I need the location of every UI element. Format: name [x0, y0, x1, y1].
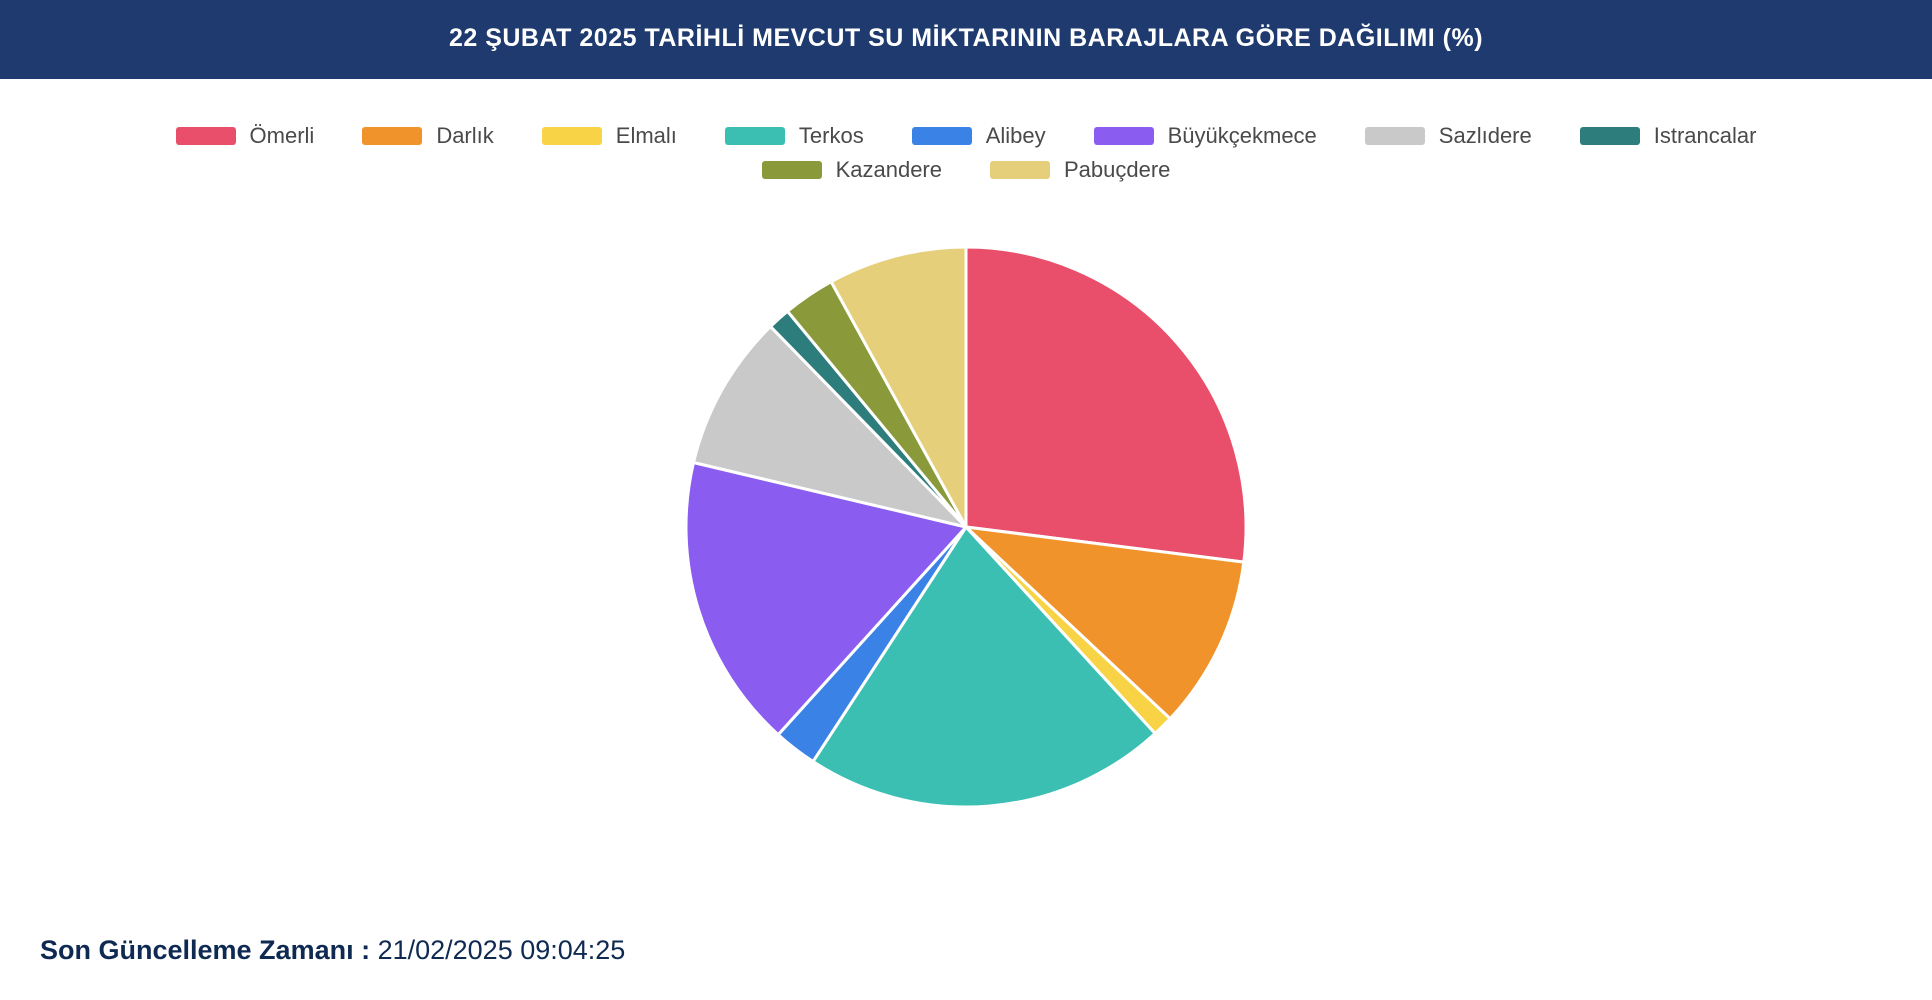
chart-area: Ömerli Darlık Elmalı Terkos Alibey Büyükçekme…	[0, 79, 1932, 837]
legend-label: Darlık	[436, 123, 493, 149]
legend-item[interactable]: Ömerli	[176, 123, 315, 149]
legend-label: Sazlıdere	[1439, 123, 1532, 149]
page-title: 22 ŞUBAT 2025 TARİHLİ MEVCUT SU MİKTARIN…	[0, 24, 1932, 53]
pie-slice[interactable]	[966, 247, 1246, 562]
legend-item[interactable]: Darlık	[362, 123, 493, 149]
legend-label: Pabuçdere	[1064, 157, 1170, 183]
legend-item[interactable]: Elmalı	[542, 123, 677, 149]
chart-legend: Ömerli Darlık Elmalı Terkos Alibey Büyükçekme…	[90, 119, 1842, 187]
legend-swatch	[542, 127, 602, 145]
legend-item[interactable]: Büyükçekmece	[1094, 123, 1317, 149]
legend-swatch	[725, 127, 785, 145]
legend-swatch	[762, 161, 822, 179]
legend-item[interactable]: Sazlıdere	[1365, 123, 1532, 149]
legend-label: Ömerli	[250, 123, 315, 149]
legend-item[interactable]: Istrancalar	[1580, 123, 1757, 149]
legend-swatch	[1580, 127, 1640, 145]
legend-item[interactable]: Kazandere	[762, 157, 942, 183]
legend-item[interactable]: Alibey	[912, 123, 1046, 149]
legend-label: Istrancalar	[1654, 123, 1757, 149]
legend-swatch	[1094, 127, 1154, 145]
legend-swatch	[1365, 127, 1425, 145]
legend-label: Elmalı	[616, 123, 677, 149]
pie-wrap	[90, 217, 1842, 837]
legend-swatch	[912, 127, 972, 145]
legend-row: Ömerli Darlık Elmalı Terkos Alibey Büyükçekme…	[90, 119, 1842, 153]
page-container: 22 ŞUBAT 2025 TARİHLİ MEVCUT SU MİKTARIN…	[0, 0, 1932, 1000]
legend-label: Terkos	[799, 123, 864, 149]
legend-item[interactable]: Pabuçdere	[990, 157, 1170, 183]
last-update: Son Güncelleme Zamanı : 21/02/2025 09:04…	[40, 935, 625, 966]
legend-swatch	[176, 127, 236, 145]
pie-chart	[656, 217, 1276, 837]
legend-swatch	[990, 161, 1050, 179]
legend-label: Büyükçekmece	[1168, 123, 1317, 149]
legend-row: Kazandere Pabuçdere	[90, 153, 1842, 187]
last-update-label: Son Güncelleme Zamanı :	[40, 935, 370, 965]
last-update-value: 21/02/2025 09:04:25	[370, 935, 625, 965]
header-bar: 22 ŞUBAT 2025 TARİHLİ MEVCUT SU MİKTARIN…	[0, 0, 1932, 79]
legend-label: Kazandere	[836, 157, 942, 183]
legend-swatch	[362, 127, 422, 145]
legend-item[interactable]: Terkos	[725, 123, 864, 149]
legend-label: Alibey	[986, 123, 1046, 149]
